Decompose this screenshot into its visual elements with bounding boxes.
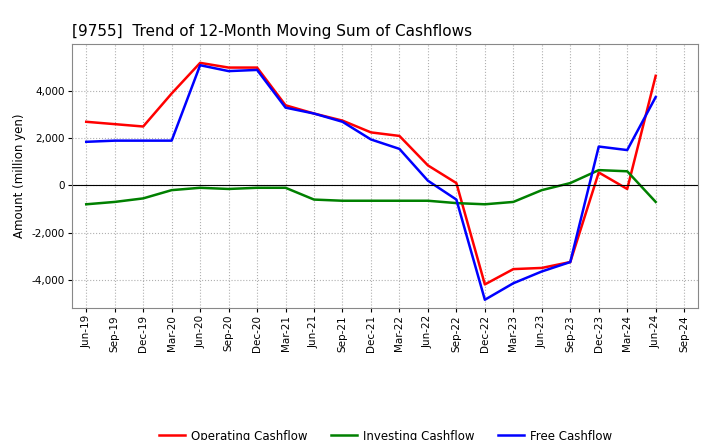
Investing Cashflow [595,168,603,173]
Free Cashflow [623,147,631,153]
Line: Free Cashflow: Free Cashflow [86,65,656,300]
Investing Cashflow [139,196,148,201]
Legend: Operating Cashflow, Investing Cashflow, Free Cashflow: Operating Cashflow, Investing Cashflow, … [154,425,616,440]
Free Cashflow [480,297,489,302]
Investing Cashflow [310,197,318,202]
Investing Cashflow [480,202,489,207]
Free Cashflow [338,119,347,125]
Operating Cashflow [196,60,204,66]
Free Cashflow [82,139,91,144]
Operating Cashflow [395,133,404,139]
Free Cashflow [395,146,404,151]
Operating Cashflow [82,119,91,125]
Y-axis label: Amount (million yen): Amount (million yen) [13,114,26,238]
Operating Cashflow [423,163,432,168]
Operating Cashflow [225,65,233,70]
Investing Cashflow [225,186,233,191]
Free Cashflow [509,281,518,286]
Operating Cashflow [338,118,347,123]
Investing Cashflow [167,187,176,193]
Free Cashflow [652,95,660,100]
Investing Cashflow [623,169,631,174]
Investing Cashflow [366,198,375,203]
Free Cashflow [537,269,546,274]
Free Cashflow [595,144,603,149]
Investing Cashflow [196,185,204,191]
Operating Cashflow [537,265,546,271]
Operating Cashflow [509,267,518,272]
Investing Cashflow [82,202,91,207]
Operating Cashflow [566,260,575,265]
Investing Cashflow [566,180,575,186]
Free Cashflow [282,105,290,110]
Free Cashflow [310,111,318,116]
Free Cashflow [167,138,176,143]
Free Cashflow [566,260,575,265]
Free Cashflow [196,62,204,68]
Investing Cashflow [282,185,290,191]
Operating Cashflow [167,91,176,96]
Operating Cashflow [480,282,489,287]
Investing Cashflow [395,198,404,203]
Operating Cashflow [652,73,660,78]
Free Cashflow [452,197,461,202]
Operating Cashflow [366,130,375,135]
Free Cashflow [110,138,119,143]
Investing Cashflow [509,199,518,205]
Free Cashflow [253,67,261,73]
Free Cashflow [139,138,148,143]
Operating Cashflow [623,186,631,191]
Line: Investing Cashflow: Investing Cashflow [86,170,656,204]
Operating Cashflow [139,124,148,129]
Operating Cashflow [282,103,290,108]
Free Cashflow [423,178,432,183]
Operating Cashflow [595,170,603,175]
Investing Cashflow [338,198,347,203]
Investing Cashflow [537,187,546,193]
Investing Cashflow [652,199,660,205]
Text: [9755]  Trend of 12-Month Moving Sum of Cashflows: [9755] Trend of 12-Month Moving Sum of C… [72,24,472,39]
Investing Cashflow [423,198,432,203]
Investing Cashflow [452,201,461,206]
Investing Cashflow [110,199,119,205]
Free Cashflow [225,69,233,74]
Operating Cashflow [253,65,261,70]
Free Cashflow [366,137,375,142]
Line: Operating Cashflow: Operating Cashflow [86,63,656,284]
Investing Cashflow [253,185,261,191]
Operating Cashflow [110,121,119,127]
Operating Cashflow [310,111,318,116]
Operating Cashflow [452,180,461,186]
